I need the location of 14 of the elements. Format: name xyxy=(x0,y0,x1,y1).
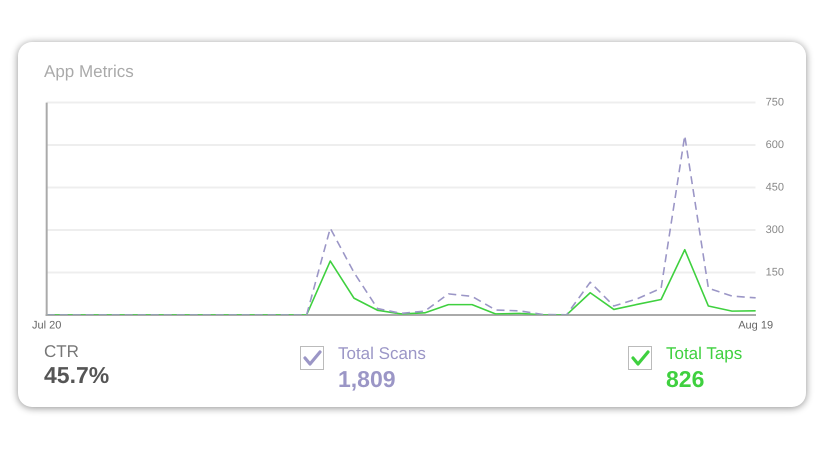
y-tick-label: 600 xyxy=(766,139,784,152)
x-tick-label: Jul 20 xyxy=(32,319,62,332)
text: 1,809 xyxy=(338,366,396,393)
legend-label: Total Taps xyxy=(666,344,742,364)
x-tick-label: Aug 19 xyxy=(738,319,774,332)
chart-title: App Metrics xyxy=(44,62,134,82)
y-tick-label: 300 xyxy=(766,224,784,236)
text: CTR xyxy=(44,342,80,362)
y-tick-label: 450 xyxy=(766,182,784,194)
legend-label: Total Scans xyxy=(338,344,426,364)
text: 45.7% xyxy=(44,362,110,389)
y-tick-label: 150 xyxy=(766,266,784,278)
text: 826 xyxy=(666,366,704,393)
y-tick-label: 750 xyxy=(766,96,784,109)
